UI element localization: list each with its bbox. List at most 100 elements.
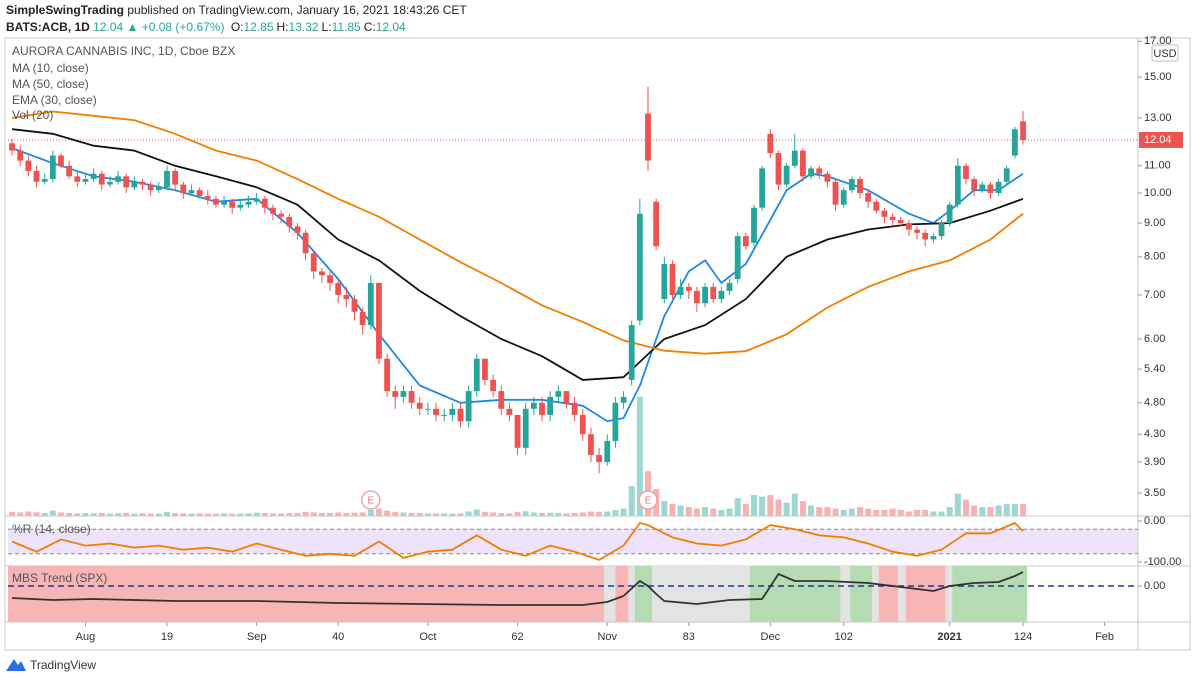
candle-body	[41, 179, 48, 182]
volume-bar	[253, 512, 260, 516]
volume-bar	[163, 511, 170, 516]
volume-bar	[1003, 504, 1010, 516]
x-tick-label: Oct	[419, 631, 436, 643]
event-label: E	[645, 496, 652, 507]
candle-body	[963, 165, 969, 180]
candle-body	[465, 391, 472, 422]
candle-body	[832, 181, 839, 205]
candle-body	[270, 207, 276, 214]
candle-body	[995, 181, 1002, 194]
candle-body	[816, 168, 823, 174]
volume-bar	[74, 513, 81, 516]
candle-body	[514, 414, 521, 448]
candle-body	[685, 286, 692, 291]
volume-bar	[351, 512, 358, 516]
volume-bar	[914, 510, 921, 516]
candle-body	[107, 181, 113, 185]
trend-region	[898, 566, 906, 622]
volume-bar	[115, 513, 122, 516]
volume-bar	[669, 504, 676, 516]
volume-bar	[147, 513, 154, 516]
volume-bar	[188, 513, 195, 516]
volume-bar	[424, 513, 431, 516]
candle-body	[424, 408, 431, 410]
volume-bar	[791, 493, 798, 516]
candle-body	[490, 379, 497, 392]
volume-bar	[408, 513, 415, 516]
volume-bar	[278, 513, 285, 516]
volume-bar	[889, 508, 896, 516]
trend-region	[652, 566, 750, 622]
volume-bar	[302, 511, 309, 516]
volume-bar	[530, 512, 537, 516]
volume-bar	[9, 511, 16, 516]
volume-bar	[514, 511, 521, 516]
candle-body	[906, 223, 912, 230]
author: SimpleSwingTrading	[6, 3, 125, 17]
legend-entry: EMA (30, close)	[12, 93, 97, 107]
ohlc-label: O:	[230, 20, 244, 34]
volume-bar	[82, 513, 89, 516]
published: published on TradingView.com, January 16…	[127, 3, 467, 17]
candle-body	[808, 168, 814, 177]
candle-body	[539, 402, 545, 415]
trend-region	[878, 566, 899, 622]
legend-entry: MA (50, close)	[12, 77, 89, 91]
volume-bar	[718, 510, 725, 516]
volume-bar	[750, 495, 757, 516]
candle-body	[286, 216, 293, 227]
ohlc: O:12.85 H:13.32 L:11.85 C:12.04	[228, 20, 406, 34]
candle-body	[261, 198, 268, 208]
ohlc-value: 13.32	[288, 20, 319, 34]
candle-body	[979, 184, 986, 191]
symbol: BATS:ACB, 1D	[6, 20, 90, 34]
volume-bar	[946, 507, 953, 516]
y-tick-label: 9.00	[1144, 217, 1165, 229]
candle-body	[848, 179, 855, 191]
volume-bar	[726, 508, 733, 516]
x-tick-label: Dec	[761, 631, 781, 643]
volume-bar	[155, 513, 162, 516]
pane-title: MBS Trend (SPX)	[12, 571, 107, 585]
candle-body	[669, 264, 676, 295]
currency-box	[1151, 44, 1179, 62]
volume-bar	[571, 513, 578, 516]
last-price-box	[1139, 131, 1183, 148]
candle-body	[547, 396, 554, 415]
candle-body	[889, 216, 896, 220]
volume-bar	[384, 510, 391, 516]
candle-body	[58, 155, 64, 166]
y-tick-label: 4.30	[1144, 428, 1165, 440]
volume-bar	[555, 513, 562, 516]
candle-body	[98, 173, 105, 185]
y-tick-label: 8.00	[1144, 251, 1165, 263]
volume-bar	[742, 504, 749, 516]
candle-body	[636, 213, 643, 321]
candle-body	[310, 253, 317, 272]
candle-body	[742, 236, 749, 247]
candle-body	[783, 165, 790, 185]
volume-bar	[327, 513, 334, 516]
volume-bar	[930, 511, 937, 516]
volume-bar	[237, 513, 244, 516]
candle-body	[400, 391, 407, 397]
trend-region	[749, 566, 841, 622]
chart-title: AURORA CANNABIS INC, 1D, Cboe BZX	[12, 44, 235, 58]
candle-body	[767, 133, 774, 154]
logo: TradingView	[6, 658, 96, 672]
candle-body	[824, 173, 831, 182]
volume-bar	[441, 513, 448, 516]
ohlc-label: C:	[363, 20, 376, 34]
volume-bar	[677, 505, 684, 516]
candle-body	[482, 358, 488, 380]
trend-region	[850, 566, 873, 622]
candle-body	[987, 184, 994, 194]
y-tick-label: 5.40	[1144, 363, 1165, 375]
candle-body	[800, 150, 806, 177]
volume-bar	[498, 513, 505, 516]
volume-bar	[294, 513, 301, 516]
candle-body	[123, 176, 130, 188]
volume-bar	[335, 512, 342, 516]
y-tick-label: 13.00	[1144, 112, 1172, 124]
volume-bar	[343, 513, 350, 516]
